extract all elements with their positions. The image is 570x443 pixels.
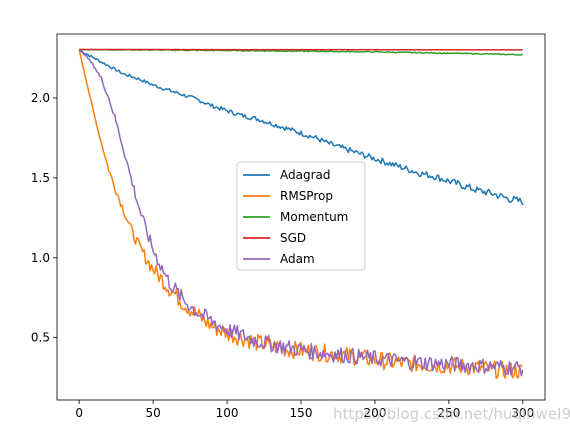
watermark-text: https://blog.csdn.net/huqinweI987 (333, 405, 570, 423)
legend-label-rmsprop: RMSProp (280, 189, 333, 203)
x-tick-label-0: 0 (75, 406, 83, 420)
y-tick-label-0.5: 0.5 (31, 331, 50, 345)
legend-label-sgd: SGD (280, 231, 306, 245)
x-tick-label-50: 50 (145, 406, 160, 420)
legend-label-momentum: Momentum (280, 210, 348, 224)
y-tick-label-1: 1.0 (31, 251, 50, 265)
y-tick-label-2: 2.0 (31, 91, 50, 105)
x-tick-label-150: 150 (290, 406, 313, 420)
y-tick-label-1.5: 1.5 (31, 171, 50, 185)
legend-label-adagrad: Adagrad (280, 168, 331, 182)
legend-label-adam: Adam (280, 252, 315, 266)
x-tick-label-100: 100 (216, 406, 239, 420)
